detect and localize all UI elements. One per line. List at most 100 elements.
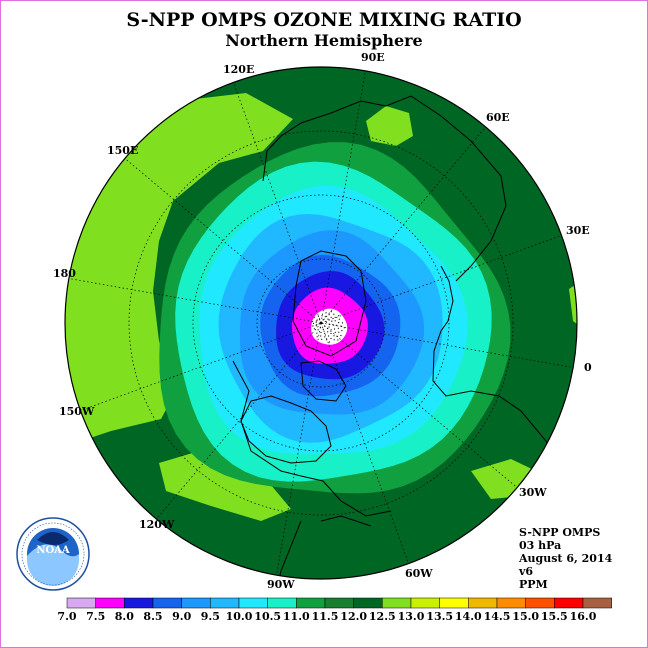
- polar-stipple-dot: [312, 322, 315, 324]
- polar-stipple-dot: [333, 339, 335, 341]
- latitude-circle: [256, 258, 386, 388]
- polar-stipple-dot: [330, 311, 332, 313]
- polar-stipple-dot: [325, 312, 327, 314]
- polar-stipple-dot: [338, 322, 340, 324]
- label-150w: 150W: [59, 405, 95, 418]
- noaa-logo: NOAA: [16, 517, 90, 591]
- colorbar-swatch: [238, 597, 268, 609]
- polar-stipple-dot: [328, 314, 330, 316]
- label-30e: 30E: [566, 224, 590, 237]
- polar-stipple-dot: [322, 328, 324, 330]
- contour-high-ural: [366, 106, 413, 146]
- coastline-greenland: [300, 360, 347, 402]
- polar-stipple-dot: [340, 334, 342, 337]
- polar-stipple-dot: [334, 316, 336, 318]
- coastlines: [232, 95, 562, 579]
- colorbar-tick-label: 7.5: [86, 610, 105, 623]
- map-title: S-NPP OMPS OZONE MIXING RATIO: [126, 9, 522, 31]
- colorbar-tick-label: 11.5: [312, 610, 339, 623]
- polar-stipple-dot: [317, 329, 319, 331]
- meridian-line: [124, 158, 322, 324]
- label-60e: 60E: [486, 111, 510, 124]
- colorbar-swatch: [152, 597, 182, 609]
- label-180: 180: [53, 267, 76, 280]
- polar-stipple-dot: [321, 315, 323, 317]
- polar-stipple-dot: [326, 339, 328, 341]
- polar-stipple-dot: [324, 332, 326, 334]
- colorbar-swatch: [382, 597, 412, 609]
- colorbar-swatch: [181, 597, 211, 609]
- colorbar-tick-label: 14.5: [484, 610, 511, 623]
- coastline-europe-africa: [432, 265, 562, 482]
- polar-stipple-dot: [338, 331, 340, 333]
- colorbar-tick-label: 13.0: [398, 610, 425, 623]
- polar-stipple-dot: [335, 324, 337, 326]
- colorbar-tick-label: 11.0: [283, 610, 310, 623]
- colorbar-tick-label: 8.5: [143, 610, 162, 623]
- colorbar: 7.0 7.5 8.0 8.5 9.0 9.5 10.0 10.5 11.0 11.5 12.0 12…: [57, 597, 612, 623]
- colorbar-swatch: [525, 597, 555, 609]
- label-120e: 120E: [223, 63, 254, 76]
- colorbar-tick-label: 7.0: [57, 610, 76, 623]
- label-120w: 120W: [139, 518, 175, 531]
- colorbar-swatch: [410, 597, 440, 609]
- label-60w: 60W: [405, 567, 433, 580]
- contour-high-pacific: [65, 93, 293, 441]
- polar-stipple-dot: [327, 318, 329, 320]
- colorbar-tick-label: 15.5: [541, 610, 568, 623]
- colorbar-tick-label: 10.5: [254, 610, 281, 623]
- colorbar-swatch: [324, 597, 354, 609]
- contour-high-east: [569, 281, 577, 331]
- colorbar-swatch: [66, 597, 96, 609]
- colorbar-tick-label: 14.0: [455, 610, 482, 623]
- polar-stipple-dot: [328, 326, 330, 328]
- colorbar-tick-label: 13.5: [426, 610, 453, 623]
- info-line-2: 03 hPa: [519, 539, 562, 552]
- polar-stipple-dot: [315, 320, 317, 322]
- meridian-line: [156, 322, 322, 520]
- latitude-circle: [128, 130, 514, 516]
- polar-stipple-dot: [315, 325, 317, 327]
- info-line-3: August 6, 2014: [519, 552, 613, 565]
- polar-stipple-dot: [321, 338, 323, 340]
- label-0: 0: [584, 361, 592, 374]
- polar-stipple-dot: [333, 328, 336, 330]
- colorbar-tick-label: 15.0: [512, 610, 539, 623]
- label-90e: 90E: [361, 51, 385, 64]
- polar-stipple-dot: [334, 320, 336, 322]
- polar-stipple-dot: [316, 332, 318, 334]
- label-90w: 90W: [267, 578, 295, 591]
- colorbar-tick-label: 8.0: [115, 610, 134, 623]
- polar-stipple-dot: [320, 335, 322, 337]
- colorbar-swatch: [210, 597, 240, 609]
- polar-stipple-dot: [328, 335, 330, 337]
- polar-stipple-dot: [337, 339, 339, 341]
- coastline-central-america: [275, 515, 372, 579]
- colorbar-tick-label: 16.0: [570, 610, 597, 623]
- polar-stipple-dot: [338, 315, 340, 317]
- polar-stipple-dot: [334, 331, 336, 333]
- colorbar-swatch: [124, 597, 154, 609]
- colorbar-swatch: [554, 597, 584, 609]
- info-line-4: v6: [519, 565, 534, 578]
- colorbar-swatch: [582, 597, 612, 609]
- meridian-line: [276, 322, 322, 576]
- meridian-line: [320, 322, 574, 368]
- polar-stipple-dot: [330, 329, 332, 331]
- polar-stipple-dot: [341, 330, 343, 332]
- meridian-labels: 90E 60E 30E 0 30W 60W 90W 120W 150W 180 …: [53, 51, 592, 591]
- colorbar-swatch: [267, 597, 297, 609]
- polar-stipple-dot: [316, 336, 318, 338]
- polar-stipple-dot: [319, 319, 321, 321]
- label-30w: 30W: [519, 486, 547, 499]
- coastline-eurasia: [262, 95, 507, 282]
- meridian-line: [68, 278, 322, 324]
- polar-stipple-dot: [317, 315, 319, 317]
- colorbar-tick-label: 12.5: [369, 610, 396, 623]
- colorbar-tick-label: 12.0: [340, 610, 367, 623]
- polar-stipple-dot: [313, 328, 315, 330]
- polar-stipple-dot: [330, 337, 332, 340]
- colorbar-swatch: [296, 597, 326, 609]
